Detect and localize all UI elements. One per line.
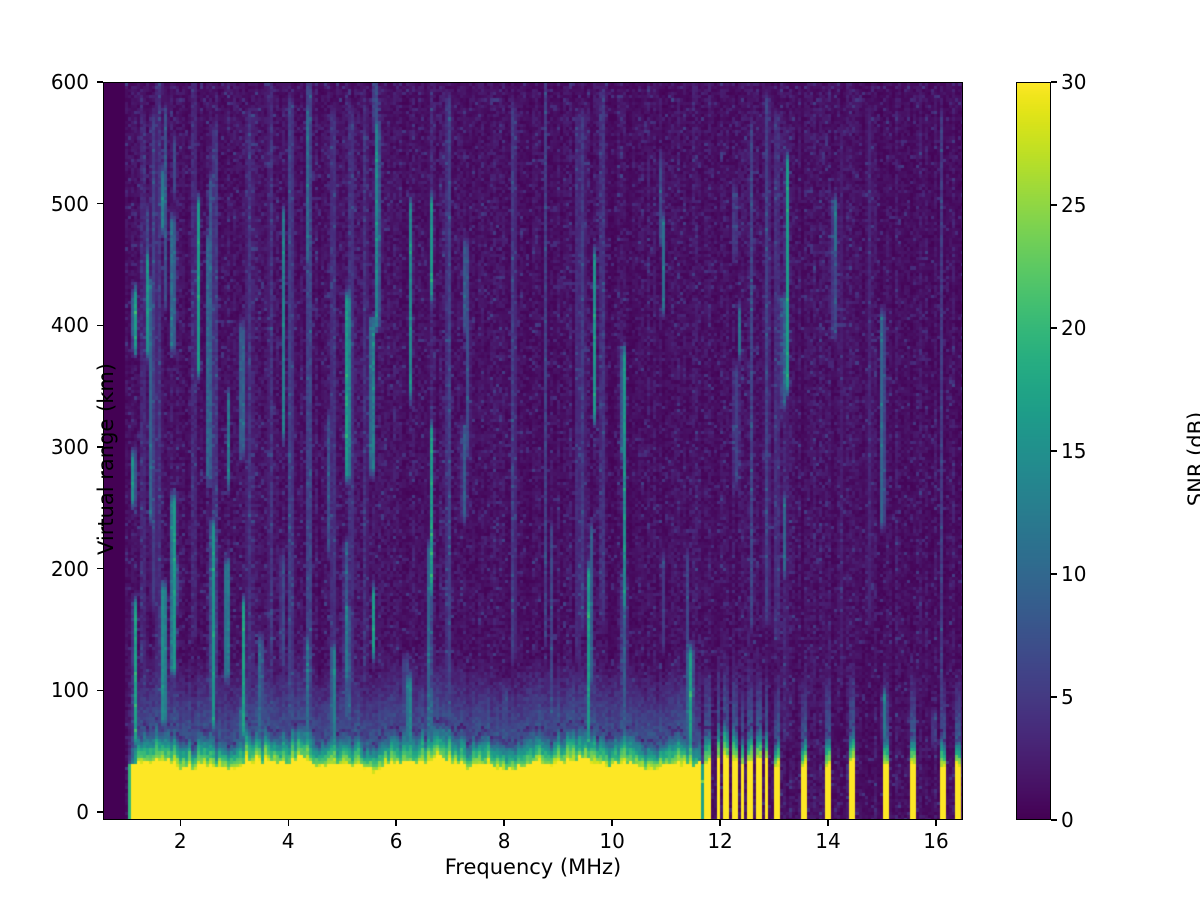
ctick-label: 10	[1061, 562, 1087, 586]
ctick-mark-glyph	[1051, 696, 1057, 698]
ctick-label: 25	[1061, 193, 1087, 217]
xtick-mark-glyph	[611, 820, 613, 826]
ytick-mark-glyph	[97, 203, 103, 205]
ctick-mark-glyph	[1051, 450, 1057, 452]
ctick-label: 30	[1061, 70, 1087, 94]
ytick-mark-glyph	[97, 811, 103, 813]
ytick-mark-glyph	[97, 446, 103, 448]
ytick-label: 600	[50, 70, 89, 94]
xtick-mark-glyph	[179, 820, 181, 826]
ytick-label: 0	[76, 799, 89, 824]
xtick-mark-glyph	[395, 820, 397, 826]
ctick-label: 15	[1061, 439, 1087, 463]
ytick-label: 500	[50, 191, 89, 216]
colorbar-label: SNR (dB)	[1184, 411, 1200, 507]
xtick-label: 8	[497, 829, 511, 853]
colorbar-gradient	[1017, 83, 1050, 819]
ytick-mark-glyph	[97, 81, 103, 83]
ytick-label: 200	[50, 556, 89, 581]
xtick-mark-glyph	[503, 820, 505, 826]
ctick-mark-glyph	[1051, 573, 1057, 575]
xtick-mark-glyph	[935, 820, 937, 826]
xtick-label: 12	[707, 829, 733, 853]
plot-axes	[103, 82, 963, 820]
xtick-label: 4	[281, 829, 295, 853]
xtick-label: 6	[389, 829, 403, 853]
xtick-label: 14	[815, 829, 841, 853]
xtick-label: 10	[599, 829, 625, 853]
ytick-mark-glyph	[97, 324, 103, 326]
ytick-mark-glyph	[97, 567, 103, 570]
xtick-label: 2	[173, 829, 187, 853]
ytick-label: 300	[50, 434, 89, 459]
ytick-mark-glyph	[97, 689, 103, 691]
ctick-mark-glyph	[1051, 204, 1057, 206]
ctick-label: 5	[1061, 685, 1074, 709]
ctick-mark-glyph	[1051, 81, 1057, 83]
ctick-label: 20	[1061, 316, 1087, 340]
ctick-mark-glyph	[1051, 819, 1057, 821]
ctick-mark-glyph	[1051, 327, 1057, 329]
colorbar	[1016, 82, 1051, 820]
xtick-mark-glyph	[287, 820, 289, 826]
ctick-label: 0	[1061, 808, 1074, 832]
ytick-label: 400	[50, 313, 89, 338]
ytick-label: 100	[50, 678, 89, 703]
xtick-mark-glyph	[827, 820, 829, 826]
xtick-mark-glyph	[719, 820, 721, 826]
ionogram-heatmap	[104, 83, 962, 819]
y-axis-label: Virtual range (km)	[94, 362, 118, 556]
x-axis-label: Frequency (MHz)	[444, 855, 622, 879]
xtick-label: 16	[923, 829, 949, 853]
